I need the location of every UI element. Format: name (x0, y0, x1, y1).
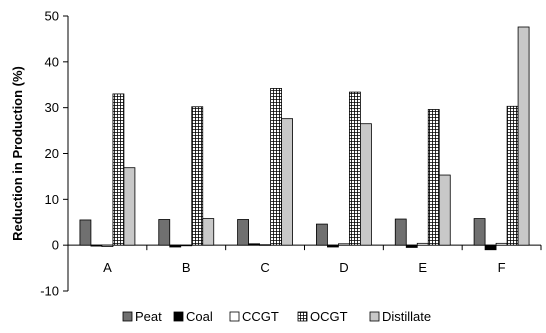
bar-ccgt-e (416, 242, 429, 246)
bar-ocgt-b (191, 106, 204, 246)
bar-peat-a (79, 219, 92, 246)
legend-label-ccgt: CCGT (242, 309, 279, 324)
bar-coal-b (169, 244, 182, 248)
legend: Peat Coal CCGT OCGT Distillate (122, 309, 431, 324)
bar-ccgt-d (338, 243, 350, 246)
legend-label-coal: Coal (186, 309, 213, 324)
legend-label-ocgt: OCGT (310, 309, 348, 324)
axes (63, 15, 542, 292)
bar-distillate-e (438, 174, 451, 246)
bar-distillate-b (202, 218, 215, 246)
bar-ccgt-f (495, 242, 508, 246)
bar-ocgt-c (270, 88, 282, 246)
legend-label-peat: Peat (135, 309, 162, 324)
bar-peat-b (158, 219, 171, 246)
bar-ccgt-b (180, 244, 193, 247)
bar-ccgt-c (259, 244, 271, 246)
legend-swatch-ocgt (297, 311, 308, 322)
y-tick-label: 0 (52, 238, 59, 253)
y-tick-label: 40 (45, 54, 59, 69)
x-tick-label: E (418, 260, 427, 275)
bar-peat-d (316, 223, 328, 246)
bar-peat-c (237, 219, 249, 246)
tick-labels: -10 0 10 20 30 40 50 A B C D E F (40, 9, 505, 299)
y-tick-label: -10 (40, 284, 59, 299)
legend-label-distillate: Distillate (382, 309, 431, 324)
x-tick-label: A (103, 260, 112, 275)
bar-peat-f (473, 218, 486, 246)
bar-distillate-a (123, 167, 136, 246)
x-tick-label: B (182, 260, 191, 275)
x-tick-label: C (260, 260, 269, 275)
bar-coal-a (90, 244, 103, 247)
bar-ccgt-a (101, 244, 114, 247)
x-tick-label: D (339, 260, 348, 275)
bar-coal-e (405, 244, 418, 248)
bar-coal-d (327, 244, 339, 248)
y-tick-label: 10 (45, 192, 59, 207)
legend-swatch-ccgt (229, 311, 240, 322)
y-tick-label: 50 (45, 9, 59, 24)
bar-distillate-f (517, 26, 530, 246)
x-tick-label: F (498, 260, 506, 275)
bar-coal-f (484, 244, 497, 251)
legend-swatch-distillate (369, 311, 380, 322)
legend-swatch-coal (173, 311, 184, 322)
bar-coal-c (248, 243, 260, 246)
bar-ocgt-a (112, 93, 125, 246)
bar-ocgt-d (349, 91, 361, 246)
bar-ocgt-e (427, 109, 440, 246)
y-tick-label: 30 (45, 100, 59, 115)
bar-ocgt-f (506, 105, 519, 246)
bar-distillate-d (360, 123, 372, 246)
bars (79, 26, 530, 251)
y-axis-label: Reduction in Production (%) (10, 66, 25, 241)
bar-distillate-c (281, 118, 293, 246)
y-tick-label: 20 (45, 146, 59, 161)
legend-swatch-peat (122, 311, 133, 322)
bar-peat-e (394, 218, 407, 246)
